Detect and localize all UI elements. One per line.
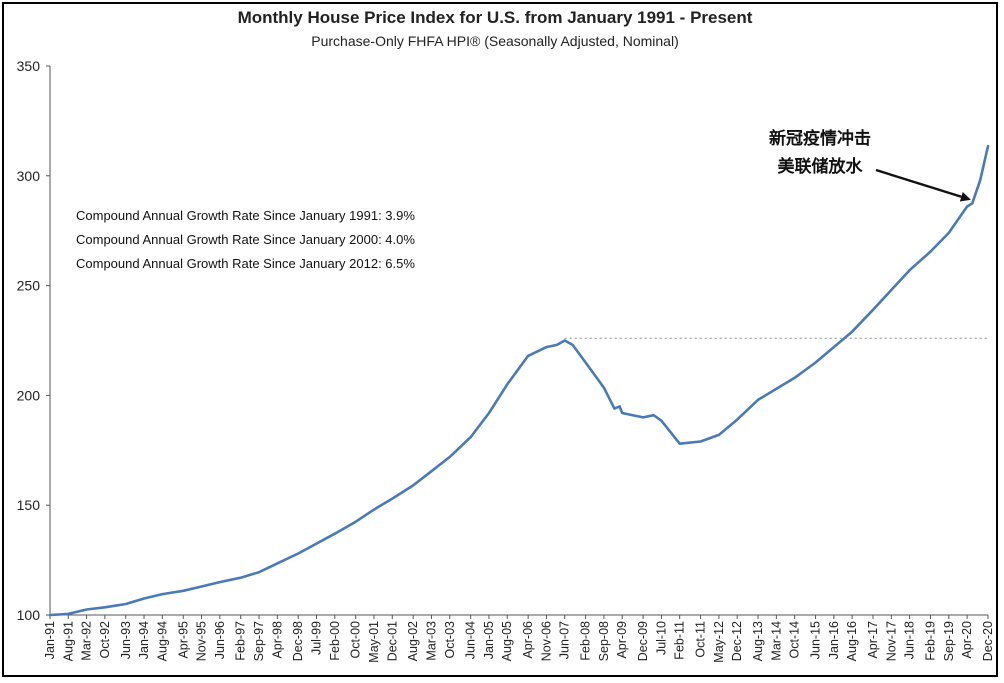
y-axis: 100 150 200 250 300 350 xyxy=(17,58,51,623)
growth-rate-note: Compound Annual Growth Rate Since Januar… xyxy=(76,232,415,247)
y-tick-label: 250 xyxy=(17,278,41,294)
x-tick-label: Jul-10 xyxy=(654,621,668,655)
x-tick-label: Jun-18 xyxy=(903,621,917,659)
x-tick-label: Dec-01 xyxy=(385,621,399,661)
x-tick-label: Oct-11 xyxy=(694,621,708,658)
x-tick-label: Aug-13 xyxy=(751,621,765,661)
x-tick-label: Oct-14 xyxy=(788,621,802,659)
x-tick-label: Feb-97 xyxy=(234,621,248,661)
x-tick-label: Oct-03 xyxy=(443,621,457,659)
x-tick-label: Mar-14 xyxy=(769,621,783,661)
x-tick-label: Jan-16 xyxy=(827,621,841,659)
x-tick-label: Feb-11 xyxy=(673,621,687,660)
x-tick-label: Apr-17 xyxy=(866,621,880,659)
x-tick-label: Sep-19 xyxy=(942,621,956,661)
x-tick-label: Apr-06 xyxy=(521,621,535,659)
x-tick-label: Dec-98 xyxy=(291,621,305,661)
x-tick-label: Oct-00 xyxy=(349,621,363,659)
x-tick-label: Jun-93 xyxy=(119,621,133,659)
x-tick-label: Mar-92 xyxy=(80,621,94,661)
x-tick-label: Feb-08 xyxy=(579,621,593,661)
x-tick-label: Aug-05 xyxy=(500,621,514,661)
x-tick-label: Aug-91 xyxy=(61,621,75,661)
x-tick-label: Apr-95 xyxy=(176,621,190,659)
x-tick-label: Jul-99 xyxy=(310,621,324,655)
x-tick-label: Jun-04 xyxy=(464,621,478,659)
annotation-line: 新冠疫情冲击 xyxy=(769,128,871,149)
x-tick-label: Dec-09 xyxy=(636,621,650,661)
y-tick-label: 350 xyxy=(17,58,41,74)
x-tick-label: Jan-05 xyxy=(482,621,496,659)
growth-rate-note: Compound Annual Growth Rate Since Januar… xyxy=(76,208,415,223)
growth-rate-notes: Compound Annual Growth Rate Since Januar… xyxy=(76,208,415,271)
chart-title: Monthly House Price Index for U.S. from … xyxy=(238,8,753,27)
series-line xyxy=(48,144,990,617)
x-tick-label: Sep-97 xyxy=(252,621,266,661)
x-tick-label: Nov-06 xyxy=(539,621,553,661)
x-tick-label: Apr-09 xyxy=(615,621,629,659)
covid-annotation: 新冠疫情冲击 美联储放水 xyxy=(769,128,971,202)
annotation-line: 美联储放水 xyxy=(778,156,864,177)
y-tick-label: 300 xyxy=(17,168,41,184)
y-tick-label: 100 xyxy=(17,607,41,623)
x-tick-label: Mar-03 xyxy=(424,621,438,661)
x-tick-label: Aug-02 xyxy=(406,621,420,661)
x-tick-label: Dec-12 xyxy=(730,621,744,661)
x-tick-label: Apr-98 xyxy=(270,621,284,659)
x-axis: Jan-91 Aug-91 Mar-92 Oct-92 Jun-93 Jan-94 Aug-… xyxy=(43,614,995,663)
x-tick-label: Oct-92 xyxy=(98,621,112,659)
x-tick-label: Jan-91 xyxy=(43,621,57,659)
x-tick-label: Aug-16 xyxy=(845,621,859,661)
x-tick-label: Apr-20 xyxy=(960,621,974,659)
y-tick-label: 200 xyxy=(17,387,41,403)
growth-rate-note: Compound Annual Growth Rate Since Januar… xyxy=(76,256,415,271)
x-tick-label: Jun-07 xyxy=(558,621,572,659)
x-tick-label: Sep-08 xyxy=(597,621,611,661)
x-tick-label: Aug-94 xyxy=(155,621,169,661)
x-tick-label: May-01 xyxy=(367,621,381,663)
x-tick-label: Jun-15 xyxy=(809,621,823,659)
x-tick-label: Dec-20 xyxy=(981,621,995,661)
x-tick-label: Feb-19 xyxy=(924,621,938,661)
x-tick-label: Jun-96 xyxy=(213,621,227,659)
x-tick-label: Feb-00 xyxy=(328,621,342,661)
x-tick-label: May-12 xyxy=(712,621,726,663)
x-tick-label: Nov-95 xyxy=(195,621,209,661)
chart-subtitle: Purchase-Only FHFA HPI® (Seasonally Adju… xyxy=(311,33,678,49)
annotation-arrow xyxy=(875,168,971,202)
x-tick-label: Jan-94 xyxy=(137,621,151,659)
y-tick-label: 150 xyxy=(17,497,41,513)
x-tick-label: Nov-17 xyxy=(884,621,898,661)
